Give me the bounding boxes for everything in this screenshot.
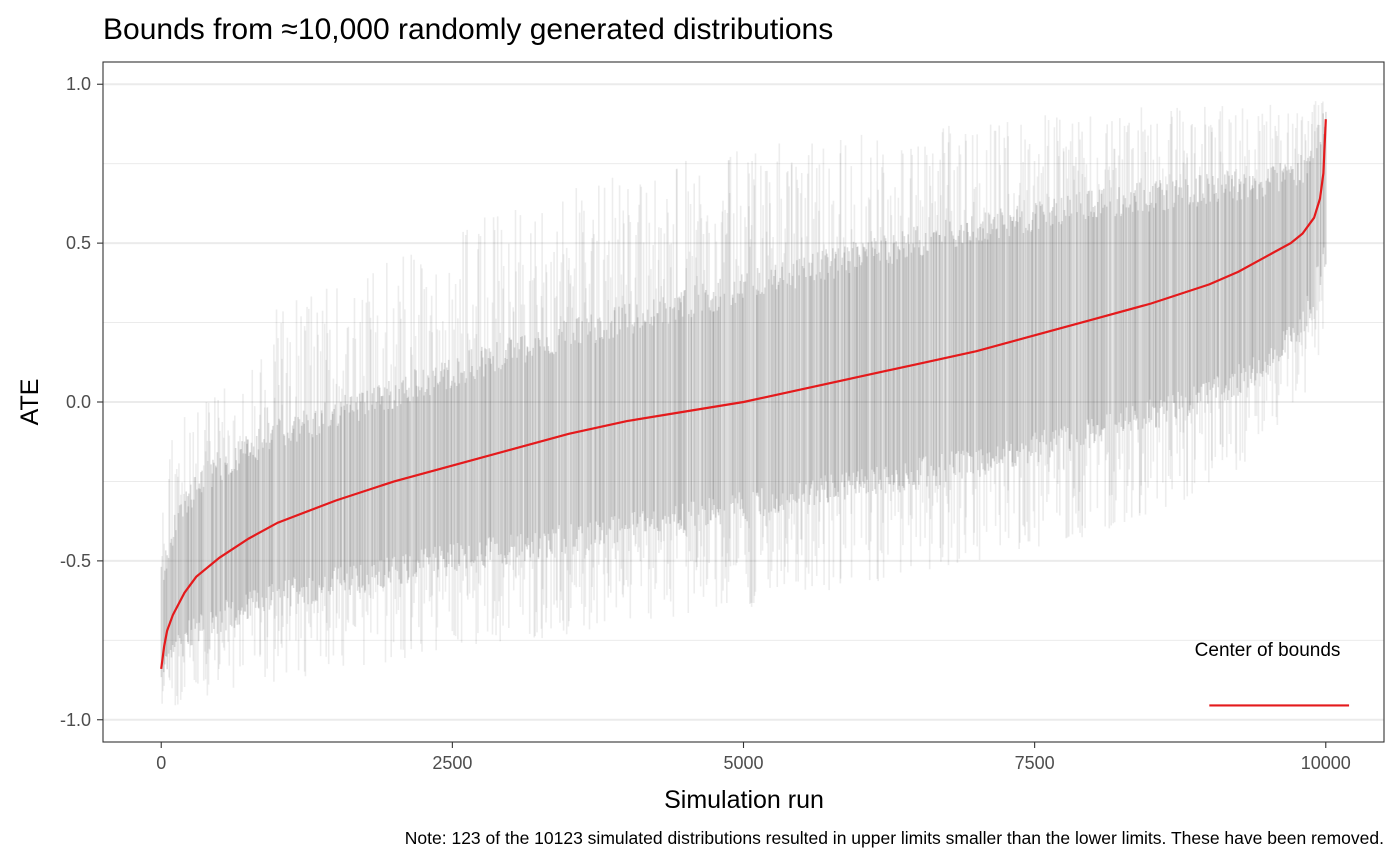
chart-title: Bounds from ≈10,000 randomly generated d… <box>103 13 833 46</box>
x-tick-label: 5000 <box>723 753 763 773</box>
bounds-segments <box>160 101 1327 706</box>
legend-label: Center of bounds <box>1195 640 1341 661</box>
x-tick-label: 0 <box>156 753 166 773</box>
y-tick-label: -0.5 <box>60 551 91 571</box>
center-of-bounds-line <box>160 119 1327 670</box>
y-tick-label: 0.0 <box>66 392 91 412</box>
legend: Center of bounds <box>1195 640 1350 707</box>
y-tick-label: 1.0 <box>66 74 91 94</box>
y-tick-label: 0.5 <box>66 233 91 253</box>
x-tick-label: 2500 <box>432 753 472 773</box>
x-axis-title: Simulation run <box>664 786 824 814</box>
x-axis: 0 2500 5000 7500 10000 <box>156 742 1351 773</box>
y-axis-title: ATE <box>16 379 44 426</box>
major-gridlines <box>103 83 1384 721</box>
x-tick-label: 10000 <box>1301 753 1351 773</box>
y-axis: 1.0 0.5 0.0 -0.5 -1.0 <box>60 74 103 730</box>
caption-note: Note: 123 of the 10123 simulated distrib… <box>405 828 1384 848</box>
x-tick-label: 7500 <box>1015 753 1055 773</box>
plot-panel: Center of bounds <box>102 61 1385 743</box>
minor-gridlines <box>103 163 1384 641</box>
y-tick-label: -1.0 <box>60 710 91 730</box>
